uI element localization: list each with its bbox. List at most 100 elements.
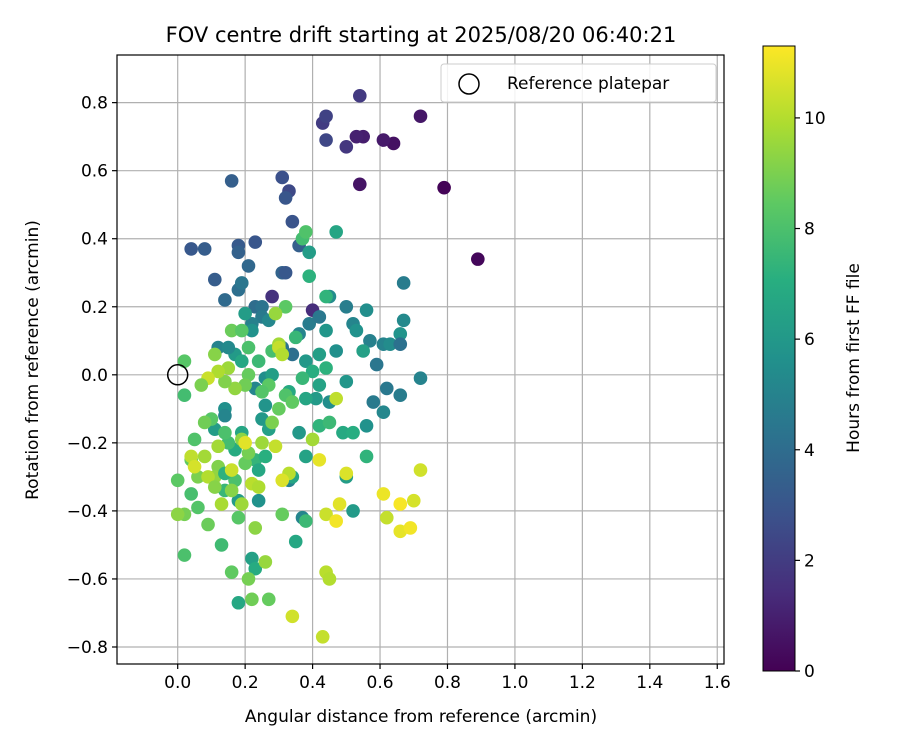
x-tick-label: 1.2 <box>569 673 596 693</box>
data-point <box>241 340 256 355</box>
data-point <box>221 340 236 355</box>
data-point <box>288 534 303 549</box>
data-point <box>201 470 215 484</box>
data-point <box>278 299 293 314</box>
data-point <box>268 306 283 321</box>
data-point <box>359 449 374 464</box>
data-point <box>177 388 192 403</box>
legend-entry-reference-platepar: Reference platepar <box>507 74 669 94</box>
data-point <box>187 459 202 474</box>
data-point <box>255 436 269 450</box>
data-point <box>413 371 428 386</box>
data-point <box>251 493 266 508</box>
data-point <box>299 391 313 406</box>
data-point <box>184 449 198 464</box>
data-point <box>312 453 327 467</box>
data-point <box>396 276 411 290</box>
data-point <box>272 402 286 416</box>
data-point <box>248 561 263 576</box>
data-point <box>265 289 279 304</box>
data-point <box>238 306 252 321</box>
data-point <box>329 344 343 358</box>
data-point <box>285 347 300 362</box>
data-point <box>255 385 269 399</box>
data-point <box>288 330 303 345</box>
data-point <box>376 405 391 420</box>
data-point <box>346 504 360 518</box>
y-tick-label: 0.6 <box>81 162 108 182</box>
data-point <box>275 473 290 488</box>
data-point <box>393 337 408 351</box>
data-point <box>302 316 317 331</box>
colorbar-tick-label: 8 <box>804 220 815 240</box>
data-point <box>332 497 347 511</box>
data-point <box>218 293 232 307</box>
data-point <box>363 333 377 348</box>
plot-frame <box>116 54 725 665</box>
data-point <box>207 272 222 287</box>
data-point <box>248 235 263 249</box>
data-point <box>309 391 323 406</box>
data-point <box>396 313 411 328</box>
data-point <box>336 425 350 440</box>
data-point <box>238 456 252 471</box>
legend-box <box>440 63 717 103</box>
y-axis-ticks: −0.8 −0.6 −0.4 −0.2 0.0 0.2 0.4 0.6 0.8 <box>67 94 117 658</box>
data-point <box>245 323 259 338</box>
data-point <box>218 374 232 389</box>
legend-marker <box>458 73 480 95</box>
data-point <box>285 214 300 229</box>
colorbar-tick-label: 2 <box>804 551 815 571</box>
data-point <box>393 497 408 511</box>
data-point <box>207 347 222 362</box>
legend: Reference platepar <box>440 63 717 103</box>
data-point <box>231 510 246 525</box>
data-point <box>207 480 222 494</box>
data-point <box>302 269 317 283</box>
data-point <box>322 572 337 586</box>
data-point <box>275 347 290 362</box>
data-point <box>224 323 239 338</box>
data-point <box>241 572 256 586</box>
data-point <box>231 245 246 260</box>
data-point <box>339 374 354 389</box>
data-point <box>353 177 367 192</box>
data-point <box>211 439 225 454</box>
y-axis-label: Rotation from reference (arcmin) <box>23 220 43 500</box>
data-point <box>265 368 279 382</box>
colorbar-ticks: 0 2 4 6 8 10 <box>795 109 826 682</box>
y-tick-label: −0.2 <box>67 434 108 454</box>
data-point <box>184 242 198 256</box>
data-point <box>319 507 333 522</box>
data-point <box>295 371 310 386</box>
data-point <box>234 276 249 290</box>
y-tick-label: 0.8 <box>81 94 108 114</box>
data-point <box>383 337 397 351</box>
data-point <box>379 510 394 525</box>
x-tick-label: 0.4 <box>299 673 326 693</box>
data-point <box>265 415 279 430</box>
data-point <box>228 473 242 488</box>
data-point <box>187 432 202 447</box>
data-point <box>366 395 381 409</box>
data-point <box>268 439 283 454</box>
data-point <box>245 592 259 607</box>
colorbar-tick-label: 10 <box>804 109 826 129</box>
data-point <box>278 191 293 205</box>
data-point <box>339 140 354 154</box>
data-point <box>184 487 198 501</box>
y-tick-label: 0.2 <box>81 298 108 318</box>
data-point <box>170 507 185 522</box>
colorbar-tick-label: 6 <box>804 330 815 350</box>
data-point <box>245 551 259 566</box>
data-point <box>302 245 317 260</box>
x-tick-label: 1.0 <box>501 673 528 693</box>
data-point <box>197 415 212 430</box>
data-point <box>201 517 215 532</box>
data-point <box>403 521 418 535</box>
data-point <box>218 408 232 423</box>
data-point <box>258 398 273 413</box>
x-tick-label: 0.0 <box>164 673 191 693</box>
x-axis-label: Angular distance from reference (arcmin) <box>245 707 597 727</box>
